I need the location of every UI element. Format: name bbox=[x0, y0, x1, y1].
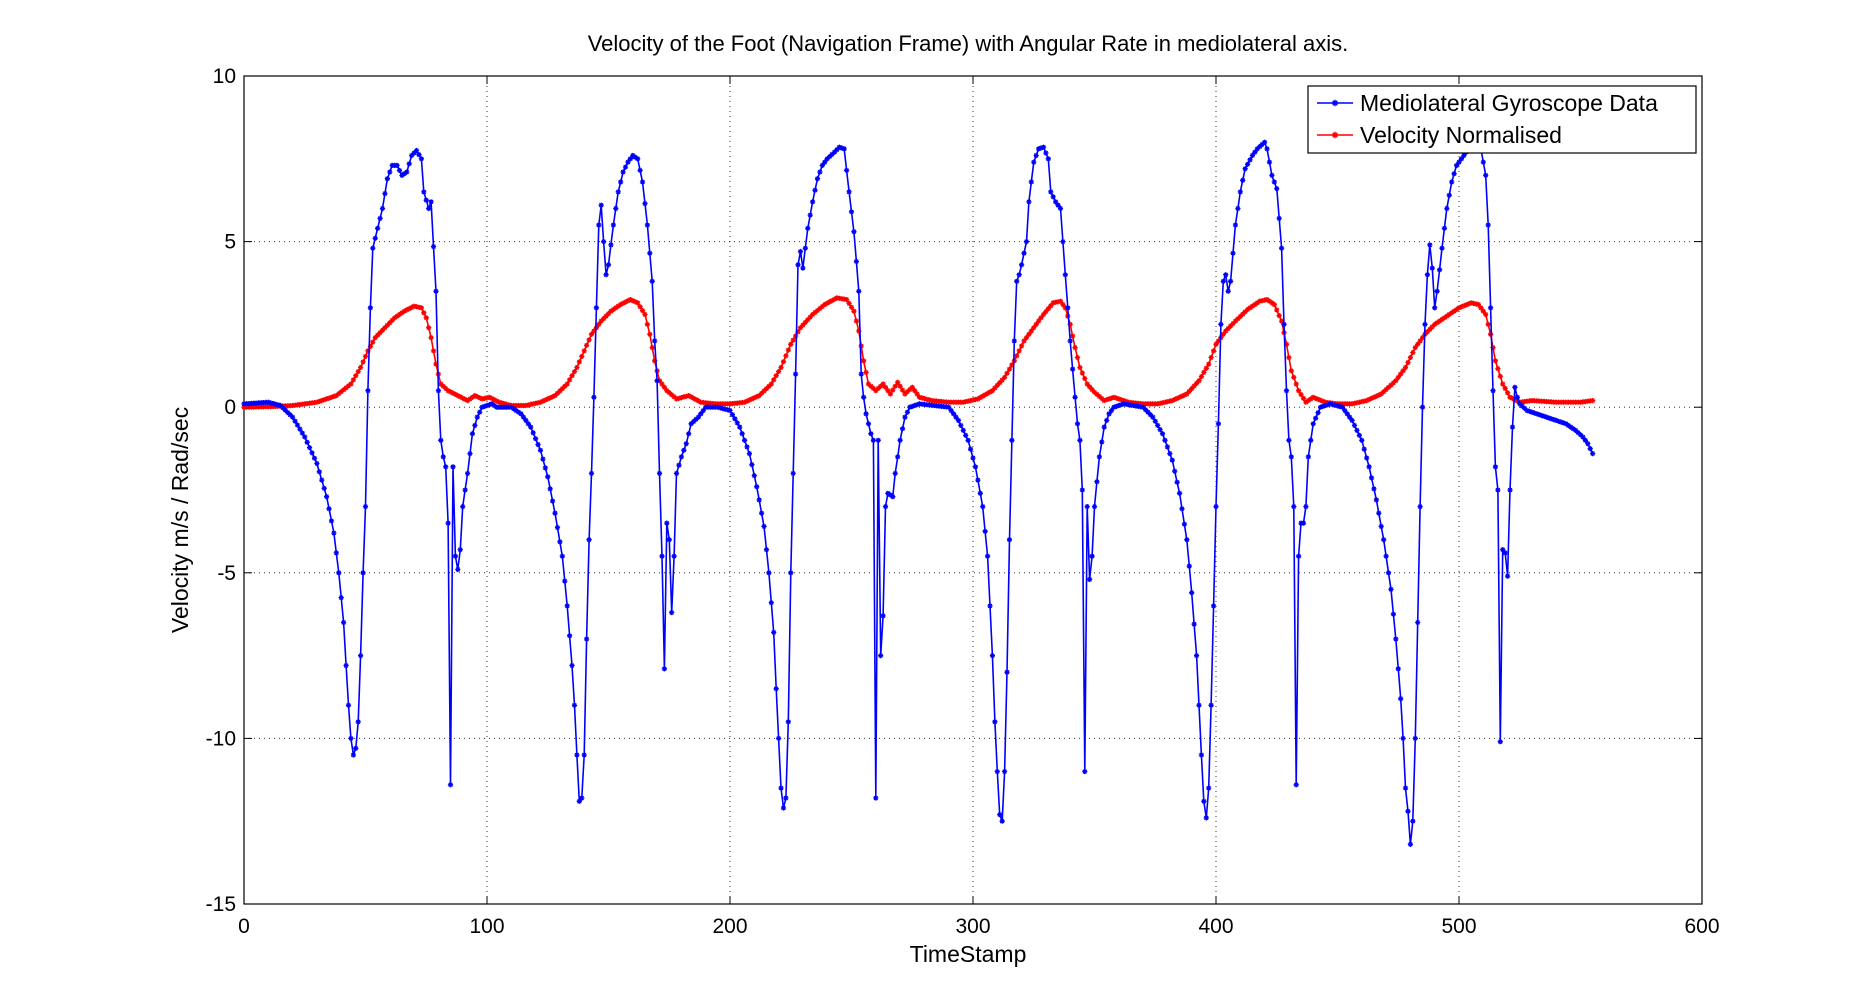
legend-swatch-marker bbox=[1331, 131, 1339, 139]
legend-swatch-marker bbox=[1331, 99, 1339, 107]
y-tick-label: -15 bbox=[206, 893, 236, 916]
series-velocity-normalised bbox=[241, 295, 1596, 410]
series-markers bbox=[241, 295, 1596, 410]
legend-box bbox=[1307, 85, 1697, 154]
y-tick-label: 10 bbox=[213, 65, 236, 88]
chart-title: Velocity of the Foot (Navigation Frame) … bbox=[588, 31, 1349, 56]
x-tick-label: 600 bbox=[1684, 915, 1719, 938]
x-tick-label: 200 bbox=[712, 915, 747, 938]
x-tick-label: 300 bbox=[955, 915, 990, 938]
plot-area: 0 100 200 300 400 500 600 -15 -10 -5 0 5 10 Mediolate… bbox=[206, 65, 1720, 938]
y-tick-label: -5 bbox=[217, 562, 236, 585]
x-axis-label: TimeStamp bbox=[910, 941, 1027, 967]
x-tick-label: 100 bbox=[469, 915, 504, 938]
legend-label: Mediolateral Gyroscope Data bbox=[1360, 90, 1658, 116]
x-tick-label: 0 bbox=[238, 915, 250, 938]
series-mediolateral-gyroscope-data bbox=[241, 133, 1596, 847]
x-tick-label: 400 bbox=[1198, 915, 1233, 938]
grid bbox=[244, 76, 1702, 904]
legend-label: Velocity Normalised bbox=[1360, 122, 1562, 148]
y-tick-label: -10 bbox=[206, 727, 236, 750]
y-tick-label: 0 bbox=[224, 396, 236, 419]
x-tick-label: 500 bbox=[1441, 915, 1476, 938]
y-axis-label: Velocity m/s / Rad/sec bbox=[167, 407, 193, 633]
legend: Mediolateral Gyroscope Data Velocity Norm… bbox=[1307, 85, 1697, 154]
y-tick-label: 5 bbox=[224, 231, 236, 254]
series-markers bbox=[241, 133, 1596, 847]
